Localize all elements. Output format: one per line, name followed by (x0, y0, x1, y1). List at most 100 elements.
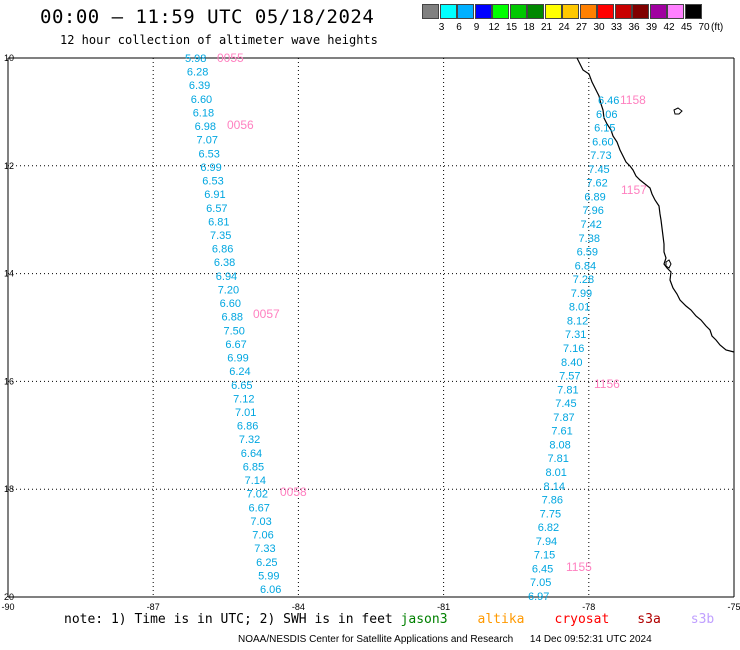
wave-height-value: 8.01 (569, 302, 590, 314)
legend-swatch (527, 4, 544, 19)
wave-height-value: 6.99 (200, 162, 221, 174)
legend-label: 15 (505, 22, 518, 33)
lon-tick-label: -81 (437, 602, 450, 612)
wave-height-value: 6.94 (216, 271, 237, 283)
legend-swatch (422, 4, 439, 19)
wave-height-value: 6.28 (187, 67, 208, 79)
wave-height-value: 7.33 (254, 543, 275, 555)
wave-height-value: 7.42 (581, 219, 602, 231)
legend-swatch (684, 4, 702, 19)
wave-height-value: 7.45 (588, 164, 609, 176)
legend-swatch (509, 4, 527, 19)
central-america-coastline (576, 57, 735, 353)
wave-height-value: 7.62 (586, 178, 607, 190)
legend-label: 27 (575, 22, 588, 33)
satellite-name: jason3 (400, 612, 448, 627)
legend-label: 36 (628, 22, 640, 33)
generated-timestamp: 14 Dec 09:52:31 UTC 2024 (529, 634, 652, 645)
legend-label: 6 (456, 22, 462, 33)
wave-height-value: 6.59 (577, 247, 598, 259)
wave-height-value: 6.24 (229, 366, 250, 378)
wave-height-value: 6.60 (592, 136, 613, 148)
map-subtitle: 12 hour collection of altimeter wave hei… (60, 33, 378, 47)
wave-height-value: 7.57 (559, 371, 580, 383)
wave-height-value: 7.45 (555, 398, 576, 410)
legend-swatch (597, 4, 614, 19)
credit-text: NOAA/NESDIS Center for Satellite Applica… (238, 634, 514, 645)
lat-tick-label: 14 (4, 269, 14, 279)
wave-height-value: 6.85 (243, 461, 264, 473)
lat-tick-label: 18 (4, 484, 14, 494)
legend-label: 24 (558, 22, 570, 33)
wave-height-value: 6.25 (256, 557, 277, 569)
legend-label: 18 (523, 22, 535, 33)
legend-swatch (457, 4, 474, 19)
wave-height-value: 7.15 (534, 550, 555, 562)
wave-height-value: 6.60 (220, 298, 241, 310)
pass-time-label: 1156 (594, 377, 620, 391)
legend-label: 42 (663, 22, 675, 33)
wave-height-value: 7.35 (210, 230, 231, 242)
legend-unit: (ft) (711, 22, 724, 33)
lon-tick-label: -87 (147, 602, 160, 612)
wave-height-value: 6.53 (202, 176, 223, 188)
lat-tick-label: 16 (4, 376, 14, 386)
wave-height-value: 6.81 (208, 216, 229, 228)
wave-height-value: 7.07 (197, 135, 218, 147)
wave-height-value: 8.14 (544, 481, 565, 493)
wave-height-value: 6.53 (198, 148, 219, 160)
wave-height-value: 7.61 (551, 426, 572, 438)
wave-height-value: 6.67 (248, 502, 269, 514)
time-labels: 0055 0056 0057 0058 1158 1157 1156 1155 (217, 51, 647, 574)
wave-height-value: 7.86 (542, 495, 563, 507)
wave-height-value: 7.16 (563, 343, 584, 355)
lat-tick-label: 10 (4, 53, 14, 63)
wave-height-value: 7.73 (590, 150, 611, 162)
legend-swatch (439, 4, 457, 19)
gulf-inlet (665, 259, 672, 269)
wave-height-value: 6.38 (214, 257, 235, 269)
wave-height-value: 6.06 (596, 109, 617, 121)
wave-height-value: 7.06 (252, 530, 273, 542)
legend-label: 30 (593, 22, 605, 33)
legend-swatch (649, 4, 667, 19)
satellite-legend: jason3altikacryosats3as3bswot (401, 612, 740, 627)
satellite-name: altika (477, 612, 525, 627)
island-outline (673, 107, 683, 115)
wave-height-value: 7.81 (557, 384, 578, 396)
pass-time-label: 0056 (227, 118, 254, 132)
wave-height-value: 6.82 (538, 522, 559, 534)
note-line: note: 1) Time is in UTC; 2) SWH is in fe… (64, 612, 740, 627)
pass-time-label: 1157 (621, 183, 647, 197)
grid-lines (7, 57, 735, 598)
wave-height-value: 6.99 (227, 353, 248, 365)
legend-swatch (562, 4, 579, 19)
pass-time-label: 0058 (280, 485, 307, 499)
wave-height-value: 7.99 (571, 288, 592, 300)
wave-height-value: 8.08 (549, 439, 570, 451)
wave-height-value: 7.05 (530, 577, 551, 589)
wave-height-value: 6.18 (193, 107, 214, 119)
wave-height-value: 6.46 (598, 95, 619, 107)
wave-height-value: 6.67 (225, 339, 246, 351)
wave-height-value: 7.75 (540, 508, 561, 520)
lon-tick-label: -84 (292, 602, 305, 612)
satellite-name: cryosat (554, 612, 610, 627)
legend-label: 45 (680, 22, 693, 33)
legend-swatch (474, 4, 492, 19)
wave-height-value: 7.03 (250, 516, 271, 528)
wave-height-value: 6.64 (241, 448, 262, 460)
wave-height-value: 6.84 (575, 260, 596, 272)
legend-label: 39 (645, 22, 658, 33)
pass-time-label: 0057 (253, 307, 280, 321)
legend-swatch (614, 4, 632, 19)
lat-tick-label: 12 (4, 161, 14, 171)
wave-height-value: 6.86 (212, 244, 233, 256)
wave-height-value: 7.12 (233, 393, 254, 405)
wave-height-value: 6.91 (204, 189, 225, 201)
legend-swatch (492, 4, 509, 19)
wave-height-value: 7.14 (245, 475, 266, 487)
wave-height-value: 7.38 (579, 233, 600, 245)
wave-height-value: 5.98 (185, 53, 206, 65)
